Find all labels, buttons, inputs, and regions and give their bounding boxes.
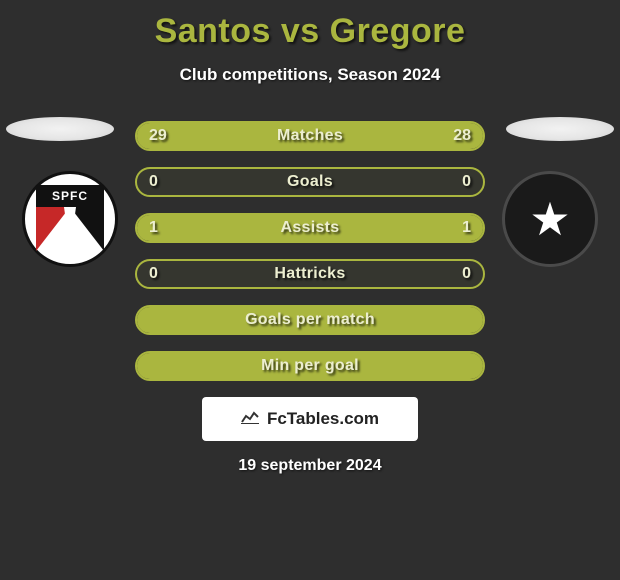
- stat-row-min-per-goal: Min per goal: [135, 351, 485, 381]
- footer-brand-text: FcTables.com: [267, 409, 379, 429]
- stats-area: SPFC ★ 29 28 Matches 0 0 Goals 1 1 Assists 0 0 Hatt…: [0, 121, 620, 381]
- stat-value-left: 0: [149, 265, 158, 283]
- page-title: Santos vs Gregore: [0, 12, 620, 51]
- stat-label: Goals: [287, 173, 333, 191]
- stat-label: Goals per match: [245, 311, 375, 329]
- stat-label: Min per goal: [261, 357, 359, 375]
- stat-value-right: 28: [453, 127, 471, 145]
- stat-row-goals: 0 0 Goals: [135, 167, 485, 197]
- stat-label: Assists: [280, 219, 339, 237]
- ellipse-left: [6, 117, 114, 141]
- team-logo-right: ★: [502, 171, 598, 267]
- stat-value-left: 1: [149, 219, 158, 237]
- team-logo-left: SPFC: [22, 171, 118, 267]
- footer-brand-box[interactable]: FcTables.com: [202, 397, 418, 441]
- stat-value-left: 0: [149, 173, 158, 191]
- stat-label: Hattricks: [274, 265, 345, 283]
- ellipse-right: [506, 117, 614, 141]
- stat-row-matches: 29 28 Matches: [135, 121, 485, 151]
- stat-value-left: 29: [149, 127, 167, 145]
- stat-value-right: 0: [462, 173, 471, 191]
- stat-value-right: 1: [462, 219, 471, 237]
- stat-value-right: 0: [462, 265, 471, 283]
- stat-bars: 29 28 Matches 0 0 Goals 1 1 Assists 0 0 Hattricks Go…: [135, 121, 485, 381]
- spfc-text: SPFC: [36, 185, 104, 207]
- stat-row-goals-per-match: Goals per match: [135, 305, 485, 335]
- stat-row-assists: 1 1 Assists: [135, 213, 485, 243]
- spfc-logo-circle: SPFC: [22, 171, 118, 267]
- date-text: 19 september 2024: [0, 457, 620, 475]
- subtitle: Club competitions, Season 2024: [0, 65, 620, 85]
- spfc-shield: SPFC: [36, 185, 104, 253]
- stat-label: Matches: [277, 127, 343, 145]
- star-icon: ★: [529, 196, 570, 242]
- spfc-white-stripe: [64, 207, 76, 251]
- stat-row-hattricks: 0 0 Hattricks: [135, 259, 485, 289]
- root: Santos vs Gregore Club competitions, Sea…: [0, 0, 620, 475]
- chart-icon: [241, 410, 259, 429]
- botafogo-logo-circle: ★: [502, 171, 598, 267]
